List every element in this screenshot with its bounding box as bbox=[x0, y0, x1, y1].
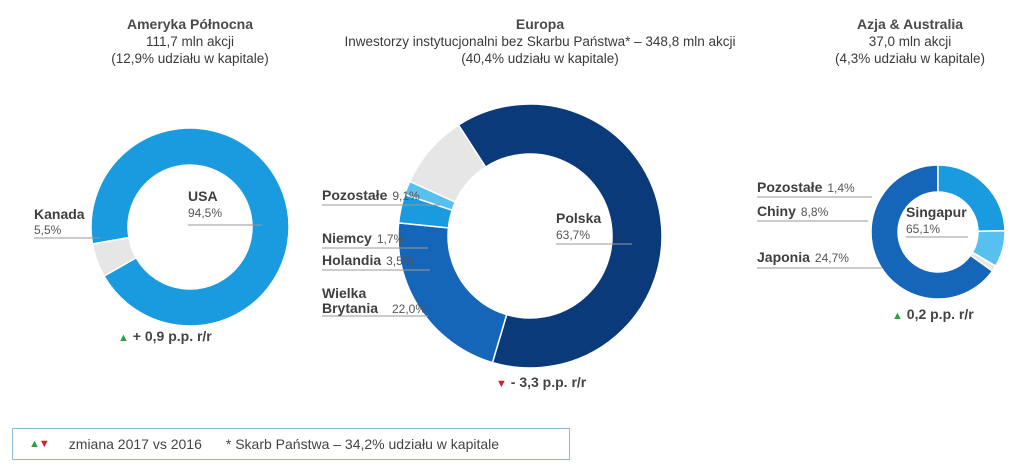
value-chiny: 8,8% bbox=[801, 205, 829, 219]
up-arrow-icon: ▲ bbox=[892, 310, 903, 322]
label-polska: Polska bbox=[556, 210, 601, 226]
value-kanada: 5,5% bbox=[34, 223, 62, 237]
chart-subtitle-line2: (12,9% udziału w kapitale) bbox=[111, 51, 269, 66]
legend-box: ▲▼ zmiana 2017 vs 2016 * Skarb Państwa –… bbox=[12, 428, 570, 460]
value-japonia: 24,7% bbox=[815, 251, 849, 265]
label-niemcy: Niemcy bbox=[322, 230, 372, 246]
value-holandia: 3,5% bbox=[386, 254, 414, 268]
change-europe: ▼ - 3,3 p.p. r/r bbox=[496, 374, 586, 390]
header-asia-australia: Azja & Australia 37,0 mln akcji (4,3% ud… bbox=[800, 16, 1020, 67]
slice-pozostale bbox=[408, 124, 487, 204]
chart-title: Europa bbox=[515, 16, 565, 32]
change-text: - 3,3 p.p. r/r bbox=[510, 374, 587, 390]
value-wielka-brytania: 22,0% bbox=[392, 302, 426, 316]
change-text: 0,2 p.p. r/r bbox=[906, 306, 974, 322]
change-north-america: ▲ + 0,9 p.p. r/r bbox=[118, 328, 212, 344]
label-usa: USA bbox=[188, 188, 218, 204]
legend-footnote-text: * Skarb Państwa – 34,2% udziału w kapita… bbox=[225, 436, 500, 452]
slice-pozostale bbox=[969, 251, 997, 273]
label-pozostale: Pozostałe bbox=[322, 187, 388, 203]
header-europe: Europa Inwestorzy instytucjonalni bez Sk… bbox=[300, 16, 780, 67]
change-text: + 0,9 p.p. r/r bbox=[132, 328, 212, 344]
label-japonia: Japonia bbox=[757, 249, 810, 265]
slice-japonia bbox=[937, 164, 1006, 233]
change-arrows-icon: ▲▼ bbox=[29, 438, 50, 450]
slice-polska bbox=[457, 103, 663, 369]
value-usa: 94,5% bbox=[188, 206, 222, 220]
value-singapur: 65,1% bbox=[906, 222, 940, 236]
slice-wielka-brytania bbox=[397, 222, 508, 364]
chart-subtitle-line1: 111,7 mln akcji bbox=[145, 34, 235, 49]
down-arrow-icon: ▼ bbox=[496, 378, 507, 390]
donut-asia-australia: Singapur 65,1% Japonia 24,7% Chiny 8,8% Pozost… bbox=[757, 164, 1006, 300]
value-pozostale: 1,4% bbox=[827, 181, 855, 195]
value-niemcy: 1,7% bbox=[377, 232, 405, 246]
slice-kanada bbox=[91, 236, 138, 278]
label-pozostale: Pozostałe bbox=[757, 179, 823, 195]
label-wielka-brytania-line2: Brytania bbox=[322, 300, 378, 316]
chart-subtitle-line2: (40,4% udziału w kapitale) bbox=[461, 51, 619, 66]
change-asia-australia: ▲ 0,2 p.p. r/r bbox=[892, 306, 974, 322]
chart-title: Ameryka Północna bbox=[126, 16, 254, 32]
label-wielka-brytania-line1: Wielka bbox=[322, 285, 366, 301]
up-arrow-icon: ▲ bbox=[118, 332, 129, 344]
label-singapur: Singapur bbox=[906, 204, 967, 220]
slice-singapur bbox=[870, 164, 994, 300]
value-polska: 63,7% bbox=[556, 228, 590, 242]
chart-subtitle-line1: 37,0 mln akcji bbox=[868, 34, 952, 49]
value-pozostale: 9,1% bbox=[392, 189, 420, 203]
slice-usa bbox=[90, 127, 290, 327]
chart-subtitle-line2: (4,3% udziału w kapitale) bbox=[834, 51, 986, 66]
header-north-america: Ameryka Północna 111,7 mln akcji (12,9% … bbox=[60, 16, 320, 67]
label-kanada: Kanada bbox=[34, 206, 85, 222]
chart-title: Azja & Australia bbox=[856, 16, 964, 32]
label-holandia: Holandia bbox=[322, 252, 381, 268]
legend-change-text: zmiana 2017 vs 2016 bbox=[68, 436, 202, 452]
chart-subtitle-line1: Inwestorzy instytucjonalni bez Skarbu Pa… bbox=[344, 34, 736, 49]
label-chiny: Chiny bbox=[757, 203, 796, 219]
